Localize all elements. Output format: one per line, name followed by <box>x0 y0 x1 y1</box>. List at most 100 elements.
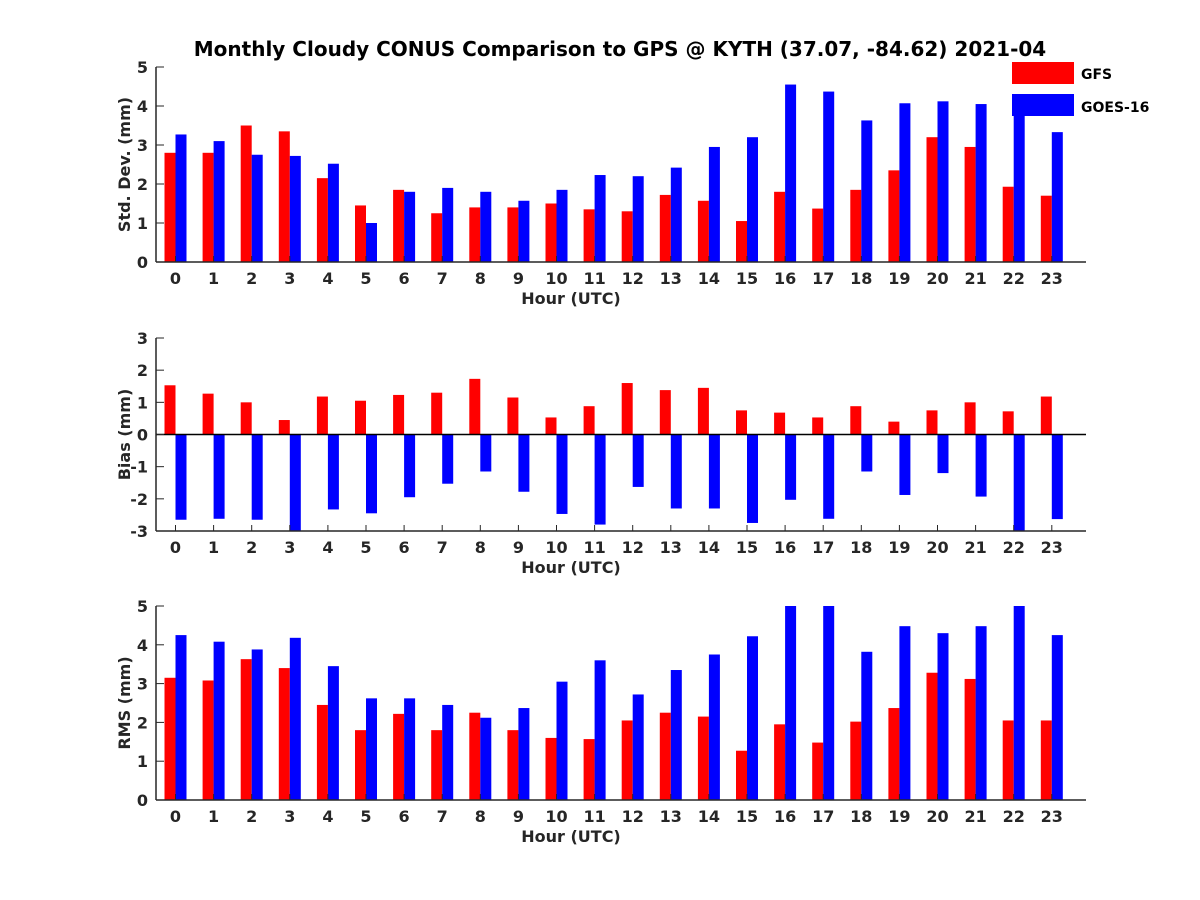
x-tick-label-stddev: 16 <box>774 269 796 288</box>
bars-stddev <box>164 84 1063 263</box>
y-tick-label-bias: 3 <box>137 329 148 348</box>
bar-rms-gfs-16 <box>774 724 786 800</box>
legend-label-goes16: GOES-16 <box>1081 100 1149 116</box>
y-tick-label-bias: 1 <box>137 393 148 412</box>
bar-stddev-gfs-23 <box>1040 195 1052 262</box>
bar-stddev-gfs-21 <box>964 146 976 262</box>
y-tick-label-stddev: 0 <box>137 253 148 272</box>
bar-bias-gfs-8 <box>469 378 481 435</box>
bar-bias-gfs-1 <box>202 393 214 435</box>
bar-bias-gfs-9 <box>507 397 519 435</box>
bar-stddev-gfs-15 <box>736 221 747 262</box>
x-tick-label-bias: 20 <box>926 538 948 557</box>
bar-rms-gfs-3 <box>278 668 290 800</box>
x-tick-label-stddev: 10 <box>545 269 567 288</box>
figure-title: Monthly Cloudy CONUS Comparison to GPS @… <box>194 37 1046 61</box>
bar-bias-gfs-21 <box>964 402 976 435</box>
bar-rms-gfs-21 <box>964 678 976 800</box>
x-tick-label-bias: 21 <box>964 538 986 557</box>
bar-stddev-goes16-5 <box>366 223 377 262</box>
bar-stddev-gfs-22 <box>1002 186 1014 262</box>
bar-stddev-gfs-5 <box>355 205 366 262</box>
x-tick-label-bias: 4 <box>322 538 333 557</box>
bar-bias-goes16-18 <box>861 434 873 472</box>
bar-bias-goes16-23 <box>1051 434 1063 520</box>
bar-bias-goes16-7 <box>442 434 454 484</box>
bar-bias-goes16-2 <box>251 434 263 520</box>
x-tick-label-bias: 12 <box>622 538 644 557</box>
bar-stddev-goes16-1 <box>213 141 225 262</box>
y-tick-label-stddev: 1 <box>137 214 148 233</box>
bar-rms-gfs-22 <box>1002 720 1014 800</box>
legend: GFS GOES-16 <box>1012 62 1149 116</box>
legend-swatch-gfs <box>1012 62 1074 84</box>
bar-stddev-goes16-21 <box>975 104 987 262</box>
x-tick-label-bias: 16 <box>774 538 796 557</box>
bar-bias-gfs-23 <box>1040 396 1052 435</box>
x-tick-label-rms: 13 <box>660 807 682 826</box>
x-tick-label-rms: 20 <box>926 807 948 826</box>
bar-stddev-gfs-17 <box>812 208 824 262</box>
bar-stddev-gfs-4 <box>316 178 328 262</box>
x-tick-label-bias: 22 <box>1003 538 1025 557</box>
bar-stddev-gfs-2 <box>240 125 252 262</box>
bar-bias-goes16-1 <box>213 434 225 519</box>
bar-rms-gfs-23 <box>1040 720 1052 800</box>
bar-rms-goes16-11 <box>594 660 606 800</box>
bar-rms-goes16-9 <box>518 708 530 800</box>
bar-stddev-goes16-0 <box>175 134 187 262</box>
bar-bias-gfs-15 <box>736 410 747 435</box>
bar-stddev-gfs-1 <box>202 152 214 262</box>
bar-rms-goes16-7 <box>442 704 454 800</box>
bar-bias-gfs-7 <box>431 392 443 435</box>
x-tick-label-stddev: 18 <box>850 269 872 288</box>
x-tick-label-rms: 11 <box>583 807 605 826</box>
x-tick-label-stddev: 4 <box>322 269 333 288</box>
bar-rms-gfs-13 <box>659 712 671 800</box>
bar-stddev-gfs-6 <box>393 189 405 262</box>
y-axis-label-stddev: Std. Dev. (mm) <box>115 97 134 232</box>
x-tick-label-stddev: 15 <box>736 269 758 288</box>
bar-rms-gfs-1 <box>202 680 214 800</box>
x-tick-label-rms: 15 <box>736 807 758 826</box>
y-tick-label-stddev: 3 <box>137 136 148 155</box>
y-tick-label-stddev: 2 <box>137 175 148 194</box>
bar-stddev-goes16-10 <box>556 189 568 262</box>
bar-rms-goes16-0 <box>175 635 187 800</box>
bar-bias-gfs-16 <box>774 412 786 435</box>
x-tick-label-rms: 18 <box>850 807 872 826</box>
bar-rms-gfs-2 <box>240 659 252 800</box>
bar-rms-gfs-14 <box>697 716 709 800</box>
bar-rms-goes16-19 <box>899 626 911 800</box>
bar-bias-gfs-19 <box>888 421 900 435</box>
bar-rms-gfs-17 <box>812 742 824 800</box>
x-tick-label-stddev: 9 <box>513 269 524 288</box>
x-tick-label-bias: 10 <box>545 538 567 557</box>
x-tick-label-stddev: 19 <box>888 269 910 288</box>
x-tick-label-bias: 9 <box>513 538 524 557</box>
bar-stddev-goes16-15 <box>747 137 758 262</box>
bar-stddev-goes16-8 <box>480 191 492 262</box>
x-tick-label-stddev: 13 <box>660 269 682 288</box>
x-tick-label-rms: 17 <box>812 807 834 826</box>
bar-bias-goes16-4 <box>327 434 339 510</box>
x-tick-label-stddev: 2 <box>246 269 257 288</box>
bar-stddev-gfs-18 <box>850 189 862 262</box>
x-tick-label-bias: 1 <box>208 538 219 557</box>
bar-rms-gfs-4 <box>316 704 328 800</box>
x-tick-label-bias: 5 <box>360 538 371 557</box>
y-tick-label-bias: -2 <box>130 490 148 509</box>
bar-bias-gfs-20 <box>926 410 938 435</box>
bar-stddev-goes16-23 <box>1051 132 1063 262</box>
y-tick-label-rms: 5 <box>137 597 148 616</box>
x-tick-label-rms: 4 <box>322 807 333 826</box>
bar-stddev-gfs-7 <box>431 213 443 262</box>
bar-bias-goes16-6 <box>404 434 416 498</box>
bar-bias-goes16-5 <box>366 434 377 514</box>
bar-rms-goes16-12 <box>632 694 644 800</box>
bar-bias-gfs-2 <box>240 402 252 435</box>
bar-bias-gfs-17 <box>812 417 824 435</box>
bar-bias-goes16-11 <box>594 434 606 525</box>
